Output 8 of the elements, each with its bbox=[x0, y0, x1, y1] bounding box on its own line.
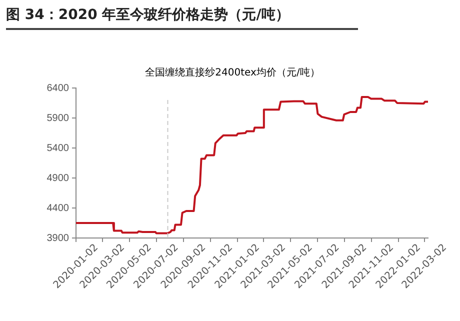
y-tick-label: 3900 bbox=[46, 232, 70, 244]
text: 全国缠绕直接纱2400tex均价（元/吨） bbox=[145, 66, 320, 79]
y-tick-label: 4400 bbox=[46, 202, 70, 214]
y-tick-label: 5400 bbox=[46, 142, 70, 154]
y-tick-label: 6400 bbox=[46, 82, 70, 94]
chart-title: 图 34：2020 年至今玻纤价格走势（元/吨） bbox=[6, 6, 358, 30]
y-tick-label: 5900 bbox=[46, 112, 70, 124]
y-tick-label: 4900 bbox=[46, 172, 70, 184]
